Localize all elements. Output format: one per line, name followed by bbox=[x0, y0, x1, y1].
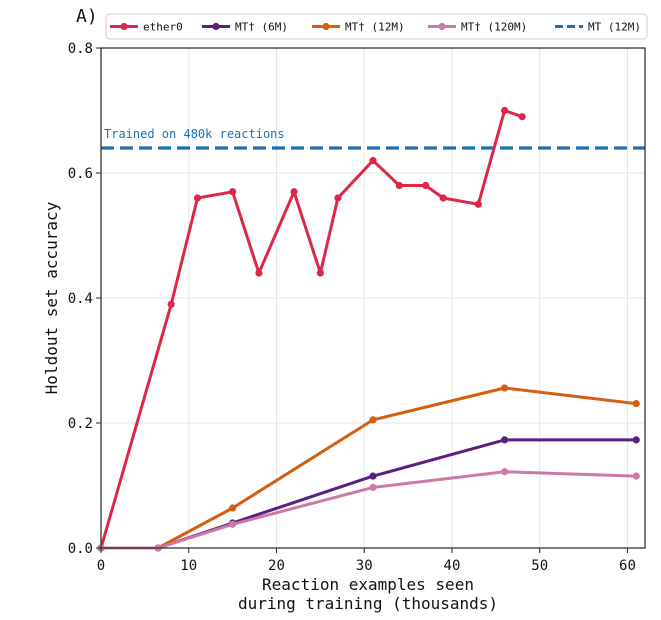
legend-label-2: MT† (12M) bbox=[345, 21, 405, 34]
legend-label-1: MT† (6M) bbox=[235, 21, 288, 34]
legend: ether0 MT† (6M) MT† (12M) MT† (120M) MT (12M… bbox=[105, 13, 648, 40]
data-point bbox=[316, 269, 324, 277]
y-axis-label: Holdout set accuracy bbox=[42, 201, 61, 394]
reference-lines: Trained on 480k reactions bbox=[101, 127, 645, 150]
data-point bbox=[229, 504, 237, 512]
x-tick-label: 50 bbox=[531, 558, 548, 574]
y-tick-label: 0.6 bbox=[68, 166, 93, 182]
series-lines bbox=[97, 106, 640, 552]
series-line-1 bbox=[99, 438, 638, 550]
data-point bbox=[369, 416, 377, 424]
data-point bbox=[369, 483, 377, 491]
legend-marker-0 bbox=[120, 22, 128, 31]
data-point bbox=[501, 436, 509, 444]
legend-marker-3 bbox=[438, 22, 446, 31]
x-tick-label: 30 bbox=[356, 558, 373, 574]
series-line-0 bbox=[99, 109, 524, 550]
data-point bbox=[501, 468, 509, 476]
legend-box bbox=[105, 13, 648, 40]
data-point bbox=[290, 188, 298, 196]
data-point bbox=[632, 472, 640, 480]
x-tick-labels: 0 10 20 30 40 50 60 bbox=[97, 548, 636, 574]
data-point bbox=[369, 472, 377, 480]
legend-label-3: MT† (120M) bbox=[461, 21, 527, 34]
data-point bbox=[632, 436, 640, 444]
data-point bbox=[518, 113, 526, 121]
legend-marker-2 bbox=[322, 22, 330, 31]
y-tick-label: 0.2 bbox=[68, 416, 93, 432]
data-point bbox=[255, 269, 263, 277]
series-line-2 bbox=[99, 386, 638, 550]
panel-label: A) bbox=[76, 6, 98, 27]
data-point bbox=[501, 384, 509, 392]
data-point bbox=[474, 200, 482, 208]
legend-label-0: ether0 bbox=[143, 21, 183, 34]
y-tick-label: 0.4 bbox=[68, 291, 93, 307]
y-tick-label: 0.8 bbox=[68, 41, 93, 57]
x-axis-label-line2: during training (thousands) bbox=[238, 594, 498, 613]
data-point bbox=[632, 400, 640, 408]
data-point bbox=[369, 156, 377, 165]
x-axis-label-line1: Reaction examples seen bbox=[262, 575, 474, 594]
x-tick-label: 10 bbox=[180, 558, 197, 574]
data-point bbox=[167, 300, 175, 308]
data-point bbox=[229, 188, 237, 196]
data-point bbox=[422, 181, 430, 190]
y-tick-label: 0.0 bbox=[68, 541, 93, 557]
reference-annotation: Trained on 480k reactions bbox=[104, 127, 285, 141]
data-point bbox=[439, 194, 447, 202]
data-point bbox=[501, 106, 509, 115]
x-tick-label: 0 bbox=[97, 558, 105, 574]
x-tick-label: 60 bbox=[619, 558, 636, 574]
legend-marker-1 bbox=[212, 22, 220, 31]
data-point bbox=[229, 520, 237, 528]
x-tick-label: 40 bbox=[444, 558, 461, 574]
legend-label-4: MT (12M) bbox=[588, 21, 641, 34]
data-point bbox=[334, 194, 342, 202]
data-point bbox=[193, 194, 202, 202]
x-tick-label: 20 bbox=[268, 558, 285, 574]
data-point bbox=[395, 181, 403, 190]
y-tick-labels: 0.0 0.2 0.4 0.6 0.8 bbox=[68, 41, 101, 557]
